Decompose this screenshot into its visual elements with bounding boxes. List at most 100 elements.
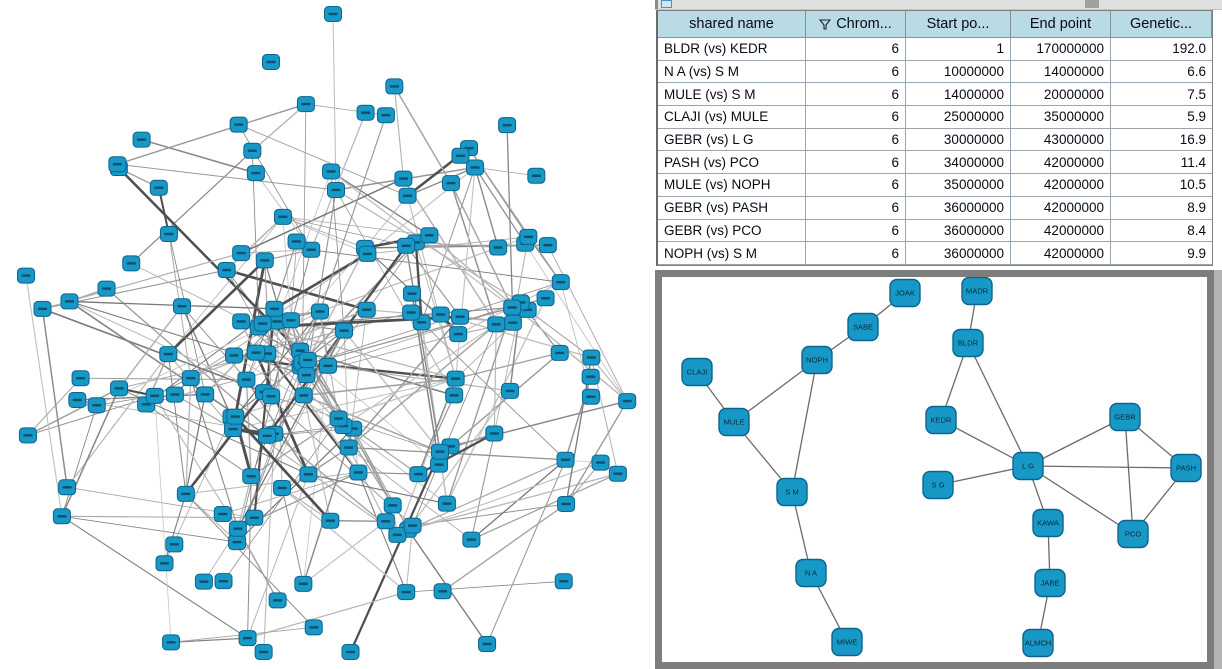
network-edge[interactable]	[241, 320, 456, 380]
network-edge[interactable]	[240, 177, 404, 254]
network-node[interactable]	[550, 344, 569, 361]
network-node[interactable]	[97, 280, 116, 297]
network-edge[interactable]	[407, 459, 566, 531]
network-edge[interactable]	[474, 167, 526, 245]
network-node[interactable]	[194, 573, 213, 590]
main-network-view[interactable]	[0, 0, 655, 669]
network-node[interactable]	[556, 451, 575, 468]
network-node[interactable]	[159, 225, 178, 242]
network-edge[interactable]	[167, 259, 266, 356]
network-edge[interactable]	[471, 473, 619, 541]
network-edge[interactable]	[27, 387, 120, 437]
table-row[interactable]: N A (vs) S M 6 10000000 14000000 6.6	[658, 60, 1212, 84]
network-edge[interactable]	[450, 352, 561, 447]
network-edge[interactable]	[352, 428, 394, 506]
network-edge[interactable]	[414, 242, 423, 323]
subnetwork-node[interactable]: PASH	[1170, 453, 1202, 483]
network-edge[interactable]	[330, 520, 386, 522]
network-node[interactable]	[217, 262, 236, 279]
subnetwork-edge[interactable]	[1124, 416, 1134, 535]
network-node[interactable]	[245, 509, 264, 526]
network-edge[interactable]	[245, 379, 252, 477]
network-node[interactable]	[420, 227, 439, 244]
network-node[interactable]	[503, 299, 522, 316]
network-node[interactable]	[618, 393, 637, 410]
network-edge[interactable]	[247, 591, 407, 639]
network-edge[interactable]	[167, 354, 187, 494]
network-node[interactable]	[519, 228, 538, 245]
network-node[interactable]	[554, 573, 573, 590]
network-node[interactable]	[273, 479, 292, 496]
network-node[interactable]	[273, 208, 292, 225]
network-edge[interactable]	[226, 269, 260, 328]
subnetwork-node[interactable]: JOAK	[889, 278, 921, 308]
subnetwork-node[interactable]: JABE	[1034, 568, 1066, 598]
network-edge[interactable]	[237, 476, 252, 529]
network-node[interactable]	[108, 156, 127, 173]
network-node[interactable]	[485, 425, 504, 442]
network-node[interactable]	[302, 241, 321, 258]
network-node[interactable]	[489, 239, 508, 256]
network-edge[interactable]	[407, 390, 511, 531]
table-row[interactable]: MULE (vs) S M 6 14000000 20000000 7.5	[658, 83, 1212, 107]
network-edge[interactable]	[327, 365, 511, 392]
network-edge[interactable]	[185, 394, 206, 495]
network-node[interactable]	[462, 531, 481, 548]
network-node[interactable]	[281, 312, 300, 329]
network-edge[interactable]	[190, 309, 368, 379]
network-node[interactable]	[538, 237, 557, 254]
subnetwork-node[interactable]: MULE	[718, 407, 750, 437]
subnetwork-node[interactable]: CLAJI	[681, 357, 713, 387]
network-node[interactable]	[162, 634, 181, 651]
network-edge[interactable]	[402, 178, 497, 325]
network-node[interactable]	[228, 520, 247, 537]
network-node[interactable]	[478, 636, 497, 653]
network-node[interactable]	[335, 322, 354, 339]
table-row[interactable]: GEBR (vs) PCO 6 36000000 42000000 8.4	[658, 219, 1212, 243]
network-edge[interactable]	[310, 112, 367, 251]
network-node[interactable]	[349, 464, 368, 481]
network-node[interactable]	[225, 347, 244, 364]
network-node[interactable]	[487, 316, 506, 333]
network-edge[interactable]	[233, 355, 344, 427]
network-edge[interactable]	[319, 115, 387, 312]
network-node[interactable]	[385, 78, 404, 95]
network-edge[interactable]	[349, 451, 442, 653]
network-edge[interactable]	[154, 395, 172, 643]
subnetwork-view[interactable]: JOAK MADR SABE BLDR NOPH CLAJI KEDR GEBR MULE L G…	[662, 276, 1207, 662]
network-node[interactable]	[181, 370, 200, 387]
network-edge[interactable]	[330, 170, 430, 236]
network-edge[interactable]	[80, 377, 247, 381]
scrollbar-thumb[interactable]	[1085, 0, 1099, 8]
network-edge[interactable]	[407, 166, 476, 197]
network-node[interactable]	[258, 427, 277, 444]
network-edge[interactable]	[281, 487, 407, 593]
network-edge[interactable]	[61, 515, 248, 639]
network-edge[interactable]	[357, 472, 407, 593]
network-edge[interactable]	[181, 305, 233, 418]
network-edge[interactable]	[255, 311, 412, 354]
network-edge[interactable]	[185, 493, 238, 543]
network-edge[interactable]	[348, 323, 497, 449]
network-edge[interactable]	[232, 378, 456, 430]
network-edge[interactable]	[493, 324, 497, 434]
network-node[interactable]	[536, 290, 555, 307]
column-header[interactable]: Chrom...	[806, 11, 906, 38]
network-node[interactable]	[298, 352, 317, 369]
network-node[interactable]	[226, 408, 245, 425]
network-edge[interactable]	[446, 297, 547, 505]
network-node[interactable]	[232, 313, 251, 330]
subnetwork-edge[interactable]	[967, 342, 1029, 467]
network-node[interactable]	[268, 592, 287, 609]
network-edge[interactable]	[442, 503, 567, 592]
network-node[interactable]	[398, 187, 417, 204]
network-edge[interactable]	[303, 395, 331, 521]
network-edge[interactable]	[247, 476, 252, 639]
network-edge[interactable]	[319, 247, 499, 312]
network-edge[interactable]	[327, 302, 521, 367]
network-node[interactable]	[445, 387, 464, 404]
network-node[interactable]	[341, 644, 360, 660]
network-node[interactable]	[294, 387, 313, 404]
network-edge[interactable]	[174, 394, 234, 430]
network-node[interactable]	[165, 386, 184, 403]
